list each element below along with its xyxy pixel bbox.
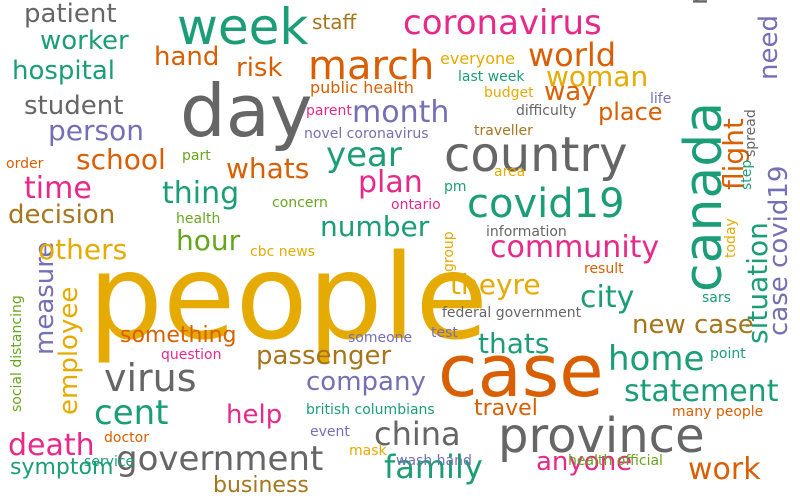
word-coronavirus: coronavirus [403,3,602,43]
word-event: event [310,424,350,440]
word-people: people [88,228,488,366]
word-area: area [494,164,526,180]
word-question: question [161,347,222,363]
word-travel: travel [474,396,538,421]
word-cent: cent [94,393,169,433]
word-year: year [326,135,402,175]
word-passenger: passenger [256,341,392,371]
word-sars: sars [702,290,731,306]
word-case: case [438,329,604,413]
word-last-week: last week [458,69,525,85]
word-home: home [608,339,705,379]
word-risk: risk [236,53,283,83]
word-traveller: traveller [474,123,533,139]
word-concern: concern [272,195,328,211]
word-business: business [213,473,309,498]
word-result: result [584,261,624,277]
word-budget: budget [484,85,534,101]
word-decision: decision [8,200,116,230]
word-march: march [308,43,435,89]
word-parent: parent [306,103,352,119]
word-life: life [650,91,672,107]
word-today: today [723,218,739,258]
word-community: community [490,230,660,265]
word-part: part [182,148,211,164]
word-health: health [176,211,221,227]
word-province: province [498,408,705,464]
word-thats: thats [478,327,550,360]
word-wash-hand: wash hand [396,453,472,469]
word-theyre: theyre [450,268,541,301]
word-work: work [688,452,761,487]
word-day: day [180,69,313,153]
word-worker: worker [40,26,129,56]
word-symptom: symptom [10,455,114,480]
word-public-health: public health [310,78,414,97]
word-family: family [384,448,483,486]
word-school: school [76,143,166,176]
word-month: month [352,95,450,130]
word-person: person [48,114,144,147]
word-pm: pm [444,179,467,195]
word-social-distancing: social distancing [9,295,25,412]
word-man: man [684,0,714,5]
word-thing: thing [162,176,240,211]
word-covid19: covid19 [467,181,625,227]
word-hand: hand [154,42,220,72]
word-cbc-news: cbc news [250,244,315,260]
word-time: time [24,171,92,206]
word-others: others [38,233,128,266]
word-anyone: anyone [536,447,633,477]
word-patient: patient [24,0,117,29]
word-staff: staff [312,10,357,34]
word-company: company [306,367,426,397]
word-ontario: ontario [391,197,441,213]
word-help: help [226,400,283,430]
word-week: week [177,0,309,56]
word-woman: woman [546,60,649,93]
word-point: point [710,346,746,362]
word-many-people: many people [672,404,764,420]
word-something: something [120,323,237,348]
word-hour: hour [176,224,241,257]
word-step: step [739,159,755,190]
word-country: country [444,127,628,183]
word-employee: employee [54,286,84,415]
word-case-covid19: case covid19 [764,165,794,336]
word-virus: virus [104,356,197,400]
word-novel-coronavirus: novel coronavirus [304,126,429,142]
word-way: way [544,77,597,107]
word-death: death [8,428,95,463]
word-group: group [441,231,457,272]
word-british-columbians: british columbians [306,402,435,418]
word-statement: statement [624,374,779,409]
word-test: test [431,325,458,341]
word-government: government [116,439,324,479]
word-new-case: new case [632,310,754,340]
word-hospital: hospital [12,56,116,86]
word-service: service [84,454,135,470]
word-information: information [486,224,567,240]
word-plan: plan [358,165,423,200]
word-student: student [24,91,124,121]
word-mask: mask [349,443,387,459]
word-order: order [6,156,44,172]
word-health-official: health official [568,453,663,469]
word-difficulty: difficulty [516,103,577,119]
word-need: need [754,15,784,80]
word-china: china [374,415,461,453]
word-spread: spread [743,109,759,157]
word-city: city [580,280,635,315]
word-number: number [320,210,430,243]
word-someone: someone [348,330,413,346]
word-world: world [528,36,617,74]
word-whats: whats [226,152,310,185]
word-everyone: everyone [440,49,515,68]
word-place: place [598,98,663,126]
word-federal-government: federal government [442,305,582,321]
word-doctor: doctor [104,430,149,446]
